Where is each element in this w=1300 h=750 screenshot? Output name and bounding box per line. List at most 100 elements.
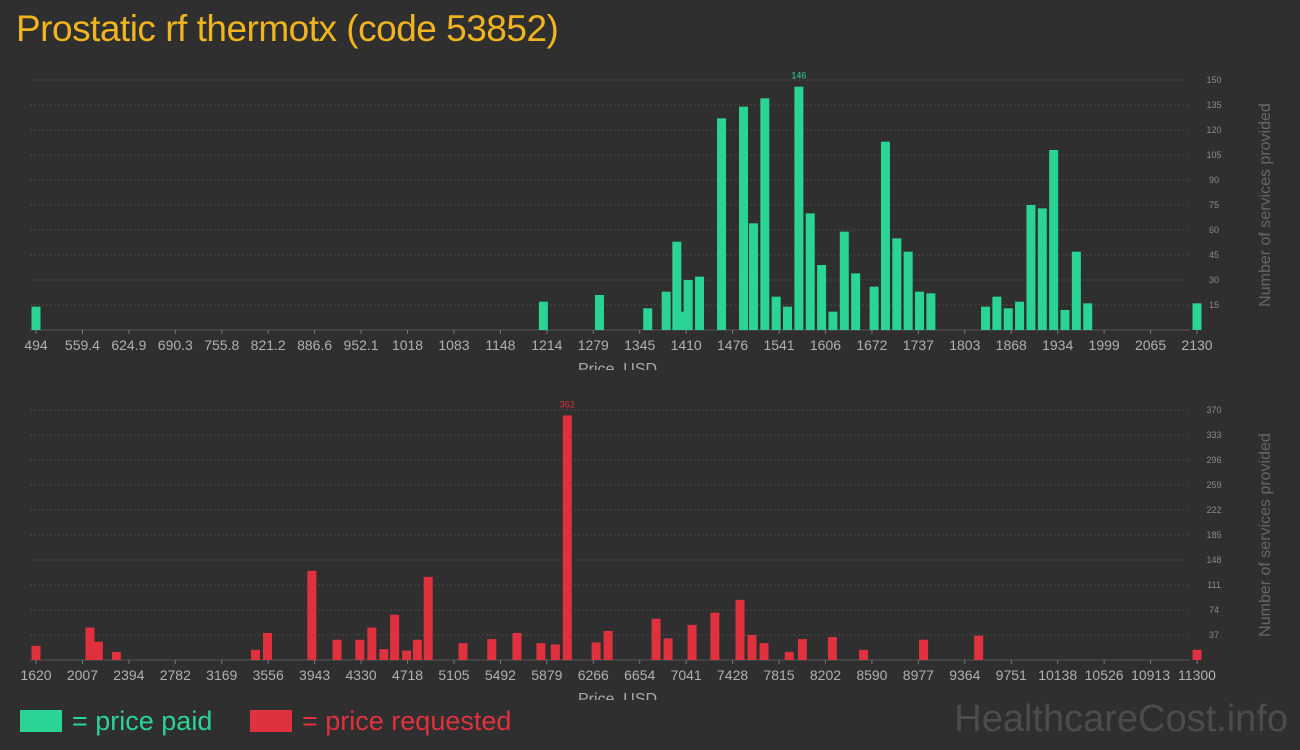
bar [594,295,604,330]
bar [550,644,560,660]
x-tick-label: 6654 [624,667,655,683]
y-tick-label: 74 [1209,605,1219,615]
bar [839,231,849,330]
x-tick-label: 2065 [1135,337,1166,353]
bar [760,98,770,330]
bar [794,86,804,331]
x-tick-label: 10913 [1131,667,1170,683]
x-tick-label: 952.1 [344,337,379,353]
bar [827,637,837,660]
x-tick-label: 3943 [299,667,330,683]
x-tick-label: 559.4 [65,337,100,353]
x-tick-label: 7041 [671,667,702,683]
bar [974,635,984,660]
y-tick-label: 333 [1206,430,1221,440]
legend-requested-label: = price requested [302,705,512,736]
bar [390,614,400,660]
x-tick-label: 1541 [763,337,794,353]
x-tick-label: 2782 [160,667,191,683]
x-tick-label: 1737 [903,337,934,353]
max-value-label: 146 [791,71,806,81]
bar [695,276,705,330]
price-paid-chart: 15 30 45 60 75 90 105 120 135 150 494 559.4 624.9 690… [24,71,1274,370]
bar [805,213,815,330]
bar [1083,303,1093,330]
bar [748,223,758,330]
bar [379,649,389,660]
bar [869,286,879,330]
y-tick-label: 296 [1206,455,1221,465]
bar [111,651,121,660]
bar [1026,205,1036,330]
x-tick-label: 11300 [1178,667,1216,683]
y-tick-label: 75 [1209,200,1219,210]
y-tick-label: 90 [1209,175,1219,185]
bar [1003,308,1013,330]
bar [880,141,890,330]
page-title: Prostatic rf thermotx (code 53852) [16,8,559,49]
x-tick-label: 6266 [578,667,609,683]
price-requested-chart: 37 74 111 148 185 222 259 296 333 370 1620 2007 2394… [20,399,1274,700]
x-tick-label: 1606 [810,337,841,353]
bar [591,642,601,660]
y-axis-label: Number of services provided [1257,433,1274,637]
bar [31,645,41,660]
legend-paid: = price paid [20,704,212,738]
x-tick-label: 8590 [856,667,887,683]
bar [402,650,412,660]
bar [717,118,727,330]
y-tick-label: 222 [1206,505,1221,515]
x-tick-label: 886.6 [297,337,332,353]
x-tick-label: 1934 [1042,337,1073,353]
y-tick-label: 15 [1209,300,1219,310]
bar [367,627,377,660]
bar [672,241,682,330]
x-tick-label: 494 [24,337,48,353]
x-tick-label: 690.3 [158,337,193,353]
x-tick-label: 8202 [810,667,841,683]
x-tick-label: 1999 [1089,337,1120,353]
x-tick-label: 1476 [717,337,748,353]
x-tick-label: 1345 [624,337,655,353]
bar [487,639,497,660]
y-tick-label: 111 [1207,580,1221,590]
bar [1060,310,1070,330]
bar [262,632,272,660]
bar [1192,649,1202,660]
legend-requested-swatch [250,710,292,732]
bar [678,311,688,330]
bar [423,576,433,660]
x-tick-label: 1018 [392,337,423,353]
bar [31,306,41,330]
x-tick-label: 2394 [113,667,144,683]
bar [643,308,653,330]
x-tick-label: 10138 [1038,667,1077,683]
bar [1071,251,1081,330]
y-tick-label: 120 [1206,125,1221,135]
x-tick-label: 1868 [996,337,1027,353]
bar [784,651,794,660]
y-tick-label: 135 [1206,100,1221,110]
x-tick-label: 2007 [67,667,98,683]
bar [1049,150,1059,330]
x-tick-label: 1803 [949,337,980,353]
bar [851,273,861,330]
x-tick-label: 4718 [392,667,423,683]
bar [651,618,661,660]
bar [663,638,673,660]
x-tick-label: 1214 [531,337,562,353]
bar [1015,301,1025,330]
x-tick-label: 3556 [253,667,284,683]
bar [903,251,913,330]
y-tick-label: 37 [1209,630,1219,640]
bar [538,301,548,330]
bar [797,639,807,660]
x-axis-label: Price, USD [578,691,657,700]
bar [981,306,991,330]
x-tick-label: 5105 [438,667,469,683]
y-tick-label: 105 [1206,150,1221,160]
bar [687,624,697,660]
x-tick-label: 8977 [903,667,934,683]
y-axis-label: Number of services provided [1257,103,1274,307]
x-tick-label: 9751 [996,667,1027,683]
